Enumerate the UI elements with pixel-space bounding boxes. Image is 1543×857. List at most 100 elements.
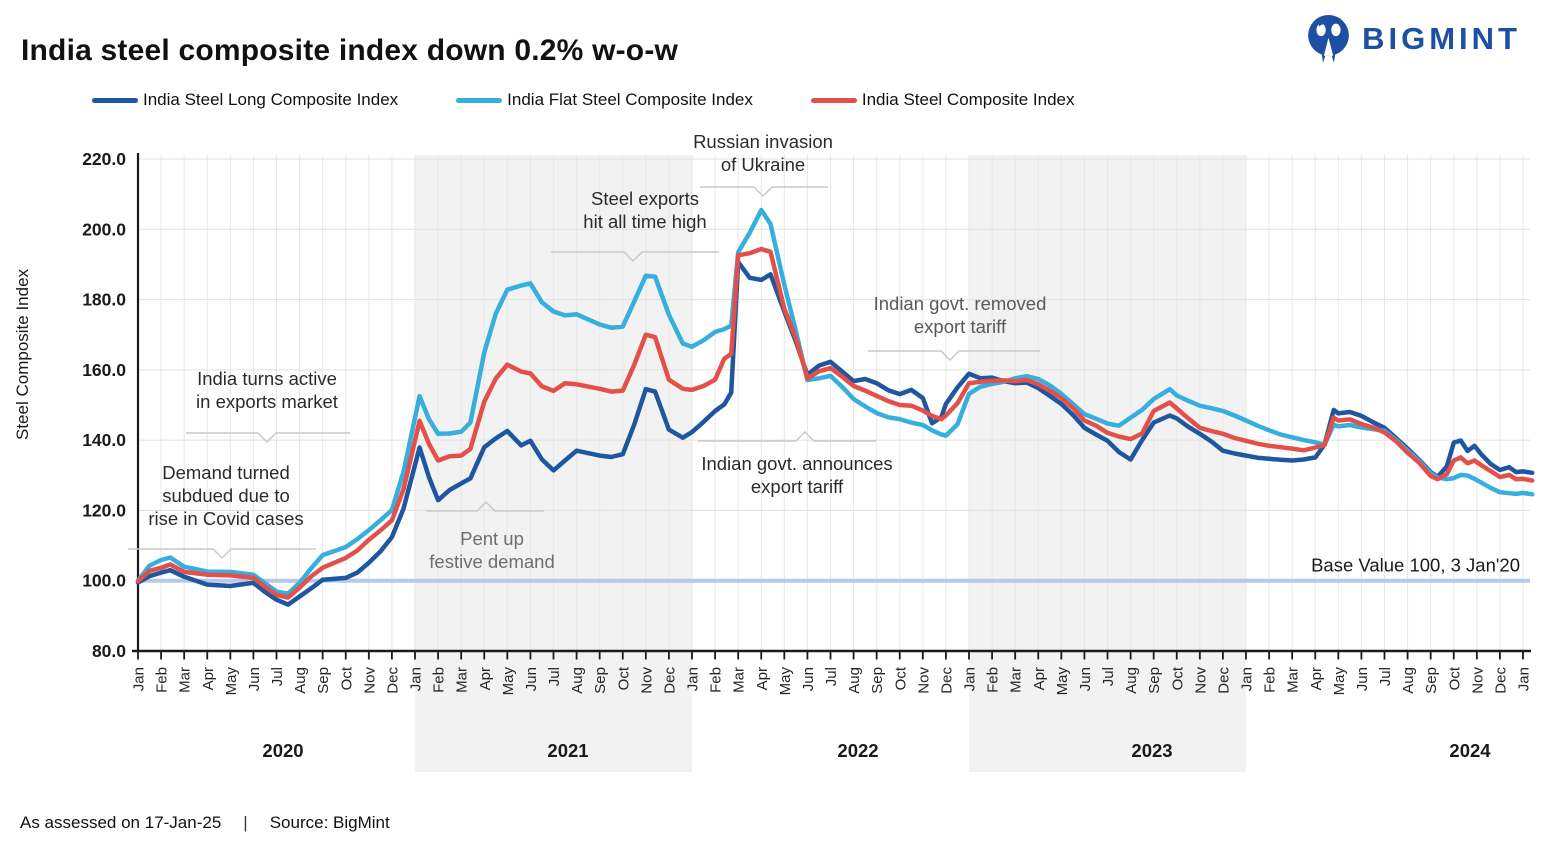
legend-label-long: India Steel Long Composite Index	[143, 90, 399, 109]
month-tick-label: Jan	[1516, 667, 1533, 691]
series-line-0	[135, 259, 1535, 607]
month-tick-label: Jan	[131, 667, 148, 691]
footer-note: As assessed on 17-Jan-25 | Source: BigMi…	[20, 813, 390, 833]
annotation-bracket	[700, 186, 828, 198]
month-tick-label: Jun	[246, 667, 263, 691]
annotation-bracket	[186, 432, 350, 444]
legend-label-composite: India Steel Composite Index	[861, 90, 1075, 109]
month-tick-label: Mar	[177, 667, 194, 693]
y-tick-label: 180.0	[82, 290, 126, 310]
page-title: India steel composite index down 0.2% w-…	[21, 34, 679, 67]
month-tick-label: Aug	[292, 667, 309, 694]
month-tick-label: Oct	[338, 666, 355, 690]
legend-swatch-flat	[456, 97, 503, 103]
y-tick-label: 100.0	[82, 571, 126, 591]
month-tick-label: Sep	[1146, 667, 1163, 694]
month-tick-label: Nov	[1469, 667, 1486, 694]
month-tick-label: Mar	[1008, 667, 1025, 693]
month-tick-label: May	[1331, 667, 1348, 696]
legend-label-flat: India Flat Steel Composite Index	[507, 90, 753, 109]
annotation-text: Steel exports	[591, 188, 699, 209]
annotation-text: Pent up	[460, 528, 524, 549]
month-tick-label: Apr	[477, 667, 494, 690]
year-label: 2023	[1131, 740, 1172, 761]
month-tick-label: Dec	[938, 667, 955, 694]
base-value-label: Base Value 100, 3 Jan'20	[1311, 555, 1520, 576]
month-tick-label: Jun	[1077, 667, 1094, 691]
source-note: Source: BigMint	[269, 813, 390, 832]
bigmint-logo-icon	[1308, 15, 1349, 63]
annotation-text: Indian govt. announces	[701, 453, 892, 474]
y-tick-label: 140.0	[82, 430, 126, 450]
y-tick-label: 200.0	[82, 219, 126, 239]
month-tick-label: Oct	[615, 666, 632, 690]
legend-item-composite: India Steel Composite Index	[810, 90, 1075, 110]
legend-item-flat: India Flat Steel Composite Index	[456, 90, 753, 110]
month-tick-label: Nov	[361, 667, 378, 694]
month-tick-label: Sep	[869, 667, 886, 694]
month-tick-label: Jul	[269, 667, 286, 686]
legend-swatch-composite	[810, 97, 857, 103]
annotation-bracket	[128, 548, 316, 560]
annotation-text: India turns active	[197, 368, 337, 389]
legend-swatch-long	[92, 97, 138, 103]
y-axis-labels: 80.0 100.0 120.0 140.0 160.0 180.0 200.0 220.0	[82, 149, 126, 661]
annotation-text: Demand turned	[162, 462, 290, 483]
annotation-text: festive demand	[429, 551, 554, 572]
month-tick-label: Apr	[754, 667, 771, 690]
month-tick-label: Jul	[546, 667, 563, 686]
annotation-text: export tariff	[751, 476, 844, 497]
axes	[132, 153, 1531, 660]
month-tick-label: May	[223, 667, 240, 696]
month-tick-label: Feb	[985, 667, 1002, 693]
year-labels: 2020 2021 2022 2023 2024	[262, 740, 1491, 761]
month-tick-label: Mar	[454, 667, 471, 693]
month-tick-label: Nov	[1192, 667, 1209, 694]
y-tick-label: 80.0	[92, 641, 126, 661]
month-tick-label: Oct	[892, 666, 909, 690]
annotation-text: hit all time high	[583, 211, 706, 232]
month-tick-label: Oct	[1169, 666, 1186, 690]
month-tick-label: Sep	[1423, 667, 1440, 694]
month-tick-label: Feb	[1262, 667, 1279, 693]
annotation-bracket	[698, 430, 876, 442]
bigmint-logo: BIGMINT	[1305, 12, 1521, 65]
month-tick-label: Aug	[846, 667, 863, 694]
y-tick-label: 220.0	[82, 149, 126, 169]
month-tick-label: Dec	[1215, 667, 1232, 694]
month-tick-label: Jan	[962, 667, 979, 691]
month-tick-label: Jan	[685, 667, 702, 691]
month-tick-label: Sep	[592, 667, 609, 694]
month-tick-label: May	[500, 667, 517, 696]
y-axis-title: Steel Composite Index	[13, 268, 32, 440]
month-tick-label: Apr	[200, 667, 217, 690]
month-tick-label: Feb	[431, 667, 448, 693]
annotation-text: subdued due to	[162, 485, 290, 506]
month-tick-label: Jul	[823, 667, 840, 686]
month-tick-label: Aug	[1400, 667, 1417, 694]
year-label: 2024	[1449, 740, 1491, 761]
month-tick-label: Jul	[1100, 667, 1117, 686]
series-line-2	[135, 246, 1535, 600]
annotation-bracket	[551, 251, 719, 263]
month-tick-label: Sep	[315, 667, 332, 694]
annotation-text: in exports market	[196, 391, 338, 412]
month-tick-label: May	[777, 667, 794, 696]
month-tick-label: Nov	[638, 667, 655, 694]
annotation-text: Indian govt. removed	[874, 293, 1047, 314]
month-labels: Jan Feb Mar Apr May Jun Jul Aug Sep Oct Nov Dec Jan F…	[131, 666, 1533, 695]
annotation-text: export tariff	[914, 316, 1007, 337]
annotation-text: of Ukraine	[721, 154, 805, 175]
year-label: 2020	[262, 740, 303, 761]
annotation-text: Russian invasion	[693, 131, 833, 152]
month-tick-label: Mar	[731, 667, 748, 693]
month-tick-label: Aug	[569, 667, 586, 694]
legend-item-long: India Steel Long Composite Index	[92, 90, 398, 110]
month-tick-label: Feb	[708, 667, 725, 693]
month-tick-label: Apr	[1031, 667, 1048, 690]
series-lines	[135, 207, 1535, 607]
month-tick-label: Jun	[523, 667, 540, 691]
